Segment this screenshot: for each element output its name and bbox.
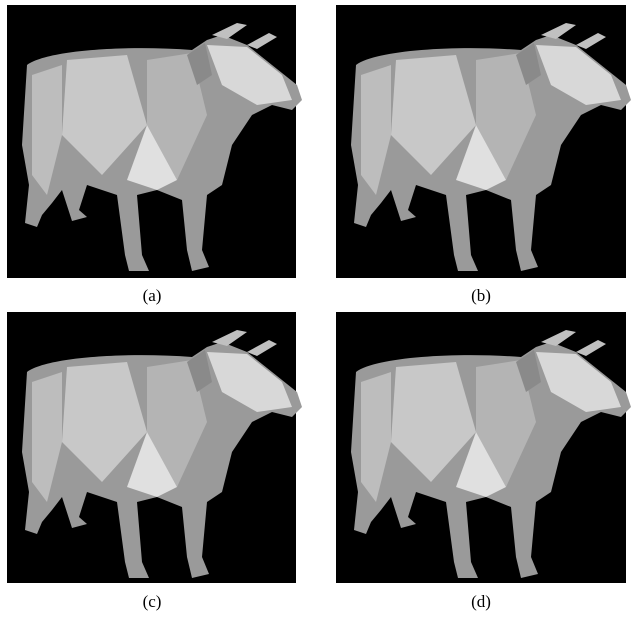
- page: (a) (b) (c) (d) (() => { const data = JS…: [0, 0, 632, 613]
- caption: (d): [471, 592, 491, 611]
- caption: (a): [143, 286, 162, 305]
- caption: (b): [471, 286, 491, 305]
- caption: (c): [143, 592, 162, 611]
- figure: (a) (b) (c) (d): [0, 0, 632, 613]
